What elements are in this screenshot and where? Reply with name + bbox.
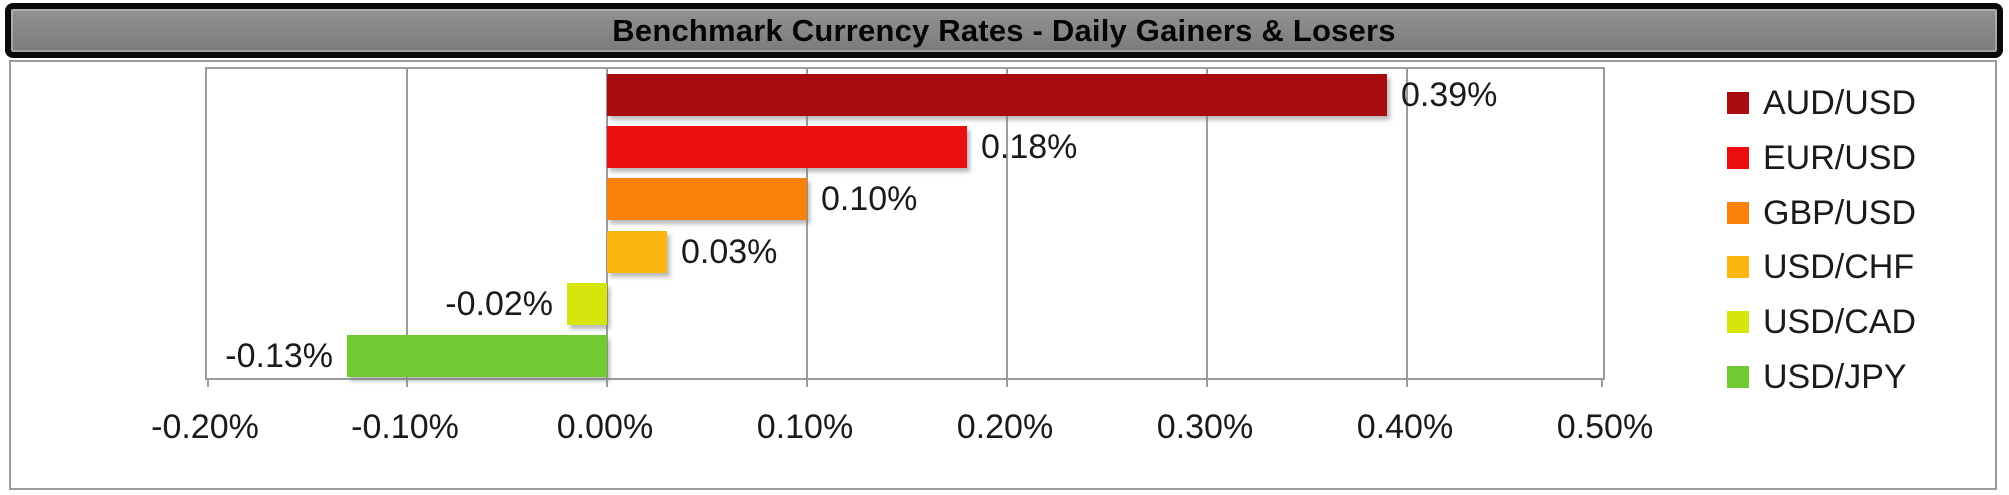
bar-value-label-usd-chf: 0.03% xyxy=(681,233,778,271)
gridline xyxy=(806,69,808,378)
plot-area: 0.39% 0.18% 0.10% 0.03% -0.02% -0.13% xyxy=(205,67,1605,387)
bar-usd-jpy xyxy=(347,335,607,377)
axis-tick xyxy=(207,378,209,387)
legend-label-eur-usd: EUR/USD xyxy=(1763,139,1917,177)
axis-tick xyxy=(1406,378,1408,387)
bar-aud-usd xyxy=(607,74,1387,116)
legend-label-gbp-usd: GBP/USD xyxy=(1763,194,1917,232)
axis-tick xyxy=(606,378,608,387)
bar-usd-cad xyxy=(567,283,607,325)
gridline xyxy=(1206,69,1208,378)
title-banner: Benchmark Currency Rates - Daily Gainers… xyxy=(5,3,2003,58)
legend-swatch-aud-usd xyxy=(1727,92,1749,114)
axis-tick xyxy=(1006,378,1008,387)
bar-value-label-usd-cad: -0.02% xyxy=(445,285,553,323)
gridline xyxy=(1006,69,1008,378)
chart-title: Benchmark Currency Rates - Daily Gainers… xyxy=(612,12,1396,48)
legend-item-aud-usd: AUD/USD xyxy=(1727,80,1916,126)
legend-swatch-gbp-usd xyxy=(1727,202,1749,224)
axis-tick xyxy=(1206,378,1208,387)
legend-swatch-usd-cad xyxy=(1727,311,1749,333)
legend-label-usd-cad: USD/CAD xyxy=(1763,303,1917,341)
bar-usd-chf xyxy=(607,231,667,273)
bar-value-label-eur-usd: 0.18% xyxy=(981,128,1078,166)
legend-swatch-usd-jpy xyxy=(1727,366,1749,388)
legend-swatch-eur-usd xyxy=(1727,147,1749,169)
axis-tick xyxy=(406,378,408,387)
legend-item-usd-cad: USD/CAD xyxy=(1727,299,1916,345)
gridline xyxy=(1406,69,1408,378)
bar-gbp-usd xyxy=(607,178,807,220)
axis-tick xyxy=(806,378,808,387)
gridline xyxy=(406,69,408,378)
legend-label-aud-usd: AUD/USD xyxy=(1763,84,1917,122)
legend-item-eur-usd: EUR/USD xyxy=(1727,135,1916,181)
legend-label-usd-jpy: USD/JPY xyxy=(1763,358,1907,396)
legend-item-usd-jpy: USD/JPY xyxy=(1727,354,1907,400)
bar-value-label-usd-jpy: -0.13% xyxy=(225,337,333,375)
gridline xyxy=(606,69,608,378)
legend-item-gbp-usd: GBP/USD xyxy=(1727,190,1916,236)
legend-item-usd-chf: USD/CHF xyxy=(1727,244,1914,290)
axis-tick xyxy=(1601,378,1603,387)
bar-value-label-aud-usd: 0.39% xyxy=(1401,76,1498,114)
legend-label-usd-chf: USD/CHF xyxy=(1763,248,1915,286)
bar-value-label-gbp-usd: 0.10% xyxy=(821,180,918,218)
legend-swatch-usd-chf xyxy=(1727,256,1749,278)
bar-eur-usd xyxy=(607,126,967,168)
